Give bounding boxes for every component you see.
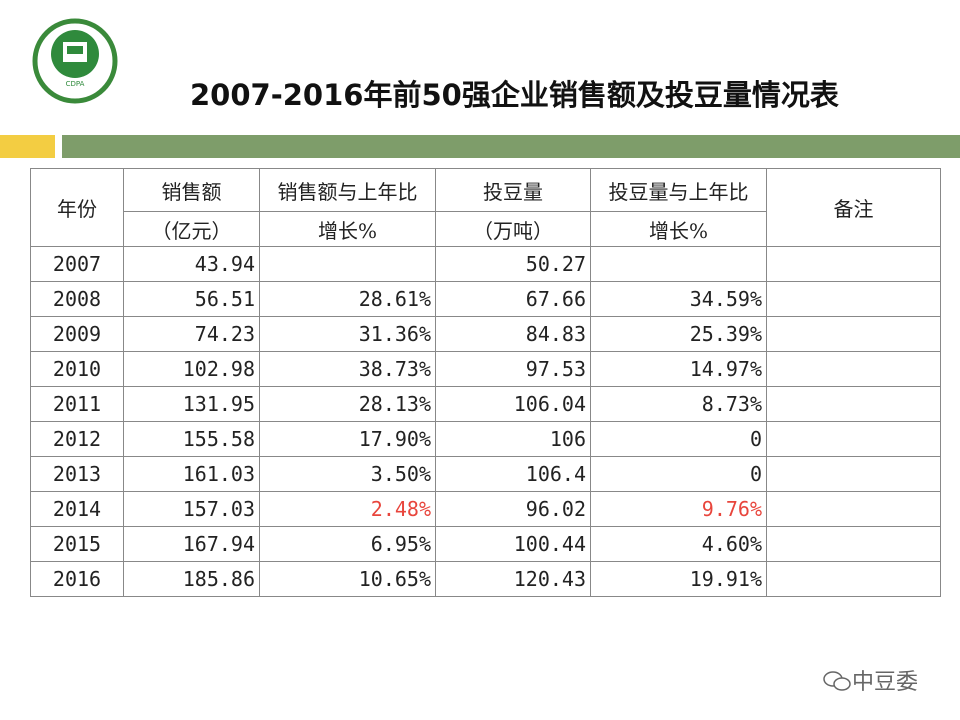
cell: 4.60% bbox=[590, 526, 767, 562]
cell: 84.83 bbox=[435, 316, 591, 352]
cell: 6.95% bbox=[259, 526, 436, 562]
cell: 9.76% bbox=[590, 491, 767, 527]
cell: 10.65% bbox=[259, 561, 436, 597]
header-cell: 年份 bbox=[30, 168, 124, 247]
cell: 17.90% bbox=[259, 421, 436, 457]
cell: 34.59% bbox=[590, 281, 767, 317]
cell bbox=[590, 246, 767, 282]
cell: 2007 bbox=[30, 246, 124, 282]
header-cell: 备注 bbox=[766, 168, 941, 247]
table: 年份 销售额 销售额与上年比 投豆量 投豆量与上年比 备注 （亿元） 增长% （万吨） 增长% 20… bbox=[30, 168, 941, 597]
cell: 2012 bbox=[30, 421, 124, 457]
cell: 2010 bbox=[30, 351, 124, 387]
header-cell: 投豆量与上年比 bbox=[590, 168, 767, 212]
cell: 106.04 bbox=[435, 386, 591, 422]
cell bbox=[766, 526, 941, 562]
cell: 67.66 bbox=[435, 281, 591, 317]
cell bbox=[766, 281, 941, 317]
title: 2007-2016年前50强企业销售额及投豆量情况表 bbox=[190, 78, 839, 112]
logo: CDPA bbox=[32, 18, 118, 104]
wechat-icon bbox=[823, 671, 851, 691]
header-cell: 销售额与上年比 bbox=[259, 168, 436, 212]
data-row: 2014 157.03 2.48% 96.02 9.76% bbox=[30, 491, 941, 527]
cell: 31.36% bbox=[259, 316, 436, 352]
cell: 161.03 bbox=[123, 456, 260, 492]
cell: 120.43 bbox=[435, 561, 591, 597]
cell bbox=[766, 351, 941, 387]
cell bbox=[766, 561, 941, 597]
cell: 2014 bbox=[30, 491, 124, 527]
cell: 28.13% bbox=[259, 386, 436, 422]
cell: 28.61% bbox=[259, 281, 436, 317]
header-cell: （万吨） bbox=[435, 211, 591, 247]
cell: 2016 bbox=[30, 561, 124, 597]
cell: 100.44 bbox=[435, 526, 591, 562]
data-row: 2012 155.58 17.90% 106 0 bbox=[30, 421, 941, 457]
cell: 74.23 bbox=[123, 316, 260, 352]
cell: 157.03 bbox=[123, 491, 260, 527]
cell: 50.27 bbox=[435, 246, 591, 282]
header-cell: 销售额 bbox=[123, 168, 260, 212]
cell: 2011 bbox=[30, 386, 124, 422]
cell: 0 bbox=[590, 421, 767, 457]
cell bbox=[766, 421, 941, 457]
cell: 38.73% bbox=[259, 351, 436, 387]
cell: 102.98 bbox=[123, 351, 260, 387]
data-row: 2015 167.94 6.95% 100.44 4.60% bbox=[30, 526, 941, 562]
header-cell: 增长% bbox=[590, 211, 767, 247]
cell: 106 bbox=[435, 421, 591, 457]
header-cell: （亿元） bbox=[123, 211, 260, 247]
cell: 2015 bbox=[30, 526, 124, 562]
cell bbox=[766, 491, 941, 527]
cell: 14.97% bbox=[590, 351, 767, 387]
cell: 56.51 bbox=[123, 281, 260, 317]
cell: 19.91% bbox=[590, 561, 767, 597]
cell: 0 bbox=[590, 456, 767, 492]
data-row: 2013 161.03 3.50% 106.4 0 bbox=[30, 456, 941, 492]
cell: 155.58 bbox=[123, 421, 260, 457]
cell: 43.94 bbox=[123, 246, 260, 282]
data-row: 2011 131.95 28.13% 106.04 8.73% bbox=[30, 386, 941, 422]
cell bbox=[259, 246, 436, 282]
data-row: 2010 102.98 38.73% 97.53 14.97% bbox=[30, 351, 941, 387]
watermark: 中豆委 bbox=[822, 664, 918, 696]
logo-text: CDPA bbox=[66, 80, 85, 88]
cell: 2.48% bbox=[259, 491, 436, 527]
cell: 2013 bbox=[30, 456, 124, 492]
cell: 131.95 bbox=[123, 386, 260, 422]
cell: 96.02 bbox=[435, 491, 591, 527]
cell: 97.53 bbox=[435, 351, 591, 387]
cell bbox=[766, 386, 941, 422]
cell: 2009 bbox=[30, 316, 124, 352]
header-cell: 投豆量 bbox=[435, 168, 591, 212]
data-row: 2009 74.23 31.36% 84.83 25.39% bbox=[30, 316, 941, 352]
header-row: 年份 销售额 销售额与上年比 投豆量 投豆量与上年比 备注 bbox=[30, 168, 941, 247]
data-row: 2016 185.86 10.65% 120.43 19.91% bbox=[30, 561, 941, 597]
header-row: （亿元） 增长% （万吨） 增长% bbox=[31, 211, 941, 247]
cell bbox=[766, 316, 941, 352]
data-row: 2008 56.51 28.61% 67.66 34.59% bbox=[30, 281, 941, 317]
data-row: 2007 43.94 50.27 bbox=[30, 246, 941, 282]
cell: 2008 bbox=[30, 281, 124, 317]
cell: 106.4 bbox=[435, 456, 591, 492]
cell: 167.94 bbox=[123, 526, 260, 562]
watermark-text: 中豆委 bbox=[852, 670, 919, 695]
cell: 3.50% bbox=[259, 456, 436, 492]
header-bar bbox=[62, 135, 960, 158]
cell: 185.86 bbox=[123, 561, 260, 597]
cell bbox=[766, 456, 941, 492]
header-cell: 增长% bbox=[259, 211, 436, 247]
cell: 25.39% bbox=[590, 316, 767, 352]
cell: 8.73% bbox=[590, 386, 767, 422]
accent-bar bbox=[0, 135, 55, 158]
cell bbox=[766, 246, 941, 282]
